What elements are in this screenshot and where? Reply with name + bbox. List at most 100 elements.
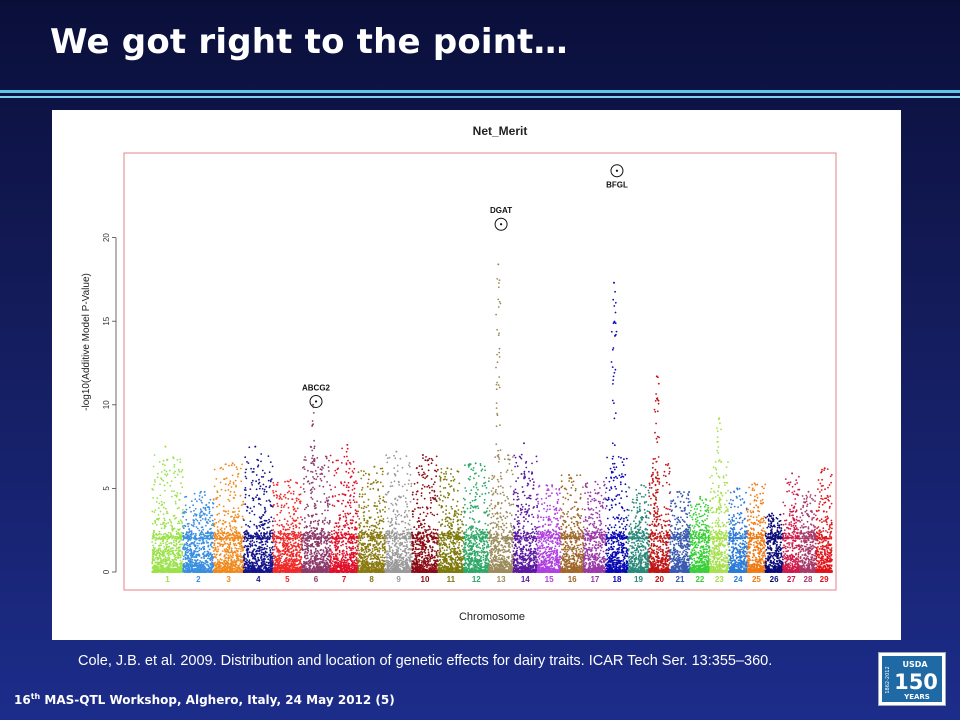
snp-point (208, 548, 211, 551)
snp-point (199, 560, 202, 562)
snp-point (303, 556, 306, 559)
snp-point (199, 539, 201, 542)
snp-point (315, 540, 318, 543)
snp-point (238, 510, 241, 513)
snp-point (261, 469, 264, 472)
snp-point (219, 494, 222, 497)
snp-point (201, 539, 204, 541)
snp-point (277, 537, 280, 540)
snp-point (216, 490, 219, 493)
snp-point (325, 551, 328, 553)
snp-point (325, 559, 327, 562)
snp-point (304, 548, 307, 551)
snp-point (165, 562, 167, 564)
snp-point (190, 500, 193, 502)
snp-point (198, 495, 201, 497)
snp-point (268, 518, 270, 521)
snp-point (294, 501, 296, 504)
snp-point (168, 537, 170, 540)
snp-point (273, 548, 275, 551)
snp-point (265, 554, 267, 557)
snp-point (292, 550, 295, 552)
snp-point (199, 567, 202, 569)
snp-point (272, 536, 274, 538)
snp-point (246, 506, 249, 508)
snp-point (280, 566, 283, 569)
snp-point (164, 559, 167, 561)
snp-point (284, 528, 287, 531)
snp-point (245, 468, 248, 471)
manhattan-plot-panel: Net_Merit 0 5 10 15 20 -log10(Additive Model… (52, 110, 901, 640)
snp-point (233, 531, 236, 533)
snp-point (203, 513, 206, 516)
snp-point (220, 466, 223, 469)
snp-point (159, 564, 162, 567)
snp-point (166, 570, 169, 573)
snp-point (193, 492, 196, 495)
snp-point (231, 560, 233, 563)
snp-point (320, 571, 323, 573)
snp-point (175, 564, 177, 567)
snp-point (295, 555, 297, 557)
snp-point (207, 557, 209, 560)
snp-point (154, 481, 156, 483)
snp-point (234, 563, 237, 566)
snp-point (293, 513, 296, 515)
snp-point (248, 560, 250, 563)
snp-point (291, 532, 294, 535)
snp-point (163, 548, 166, 551)
snp-point (166, 552, 169, 555)
snp-point (260, 453, 263, 455)
snp-point (293, 520, 296, 522)
snp-point (158, 517, 161, 520)
snp-point (323, 531, 325, 533)
snp-point (300, 516, 302, 518)
snp-point (215, 478, 218, 480)
snp-point (229, 490, 232, 493)
snp-point (298, 551, 300, 553)
snp-point (175, 537, 177, 540)
snp-point (263, 571, 265, 573)
snp-point (173, 558, 176, 561)
snp-point (175, 530, 178, 533)
snp-point (209, 498, 212, 501)
snp-point (168, 556, 171, 559)
snp-point (165, 560, 168, 563)
snp-point (297, 543, 300, 546)
snp-point (248, 494, 251, 497)
snp-point (180, 482, 182, 485)
snp-point (231, 520, 234, 523)
snp-point (167, 564, 170, 566)
snp-point (294, 566, 296, 569)
snp-point (289, 547, 292, 550)
snp-point (270, 505, 273, 508)
snp-point (164, 568, 167, 571)
snp-point (163, 535, 166, 538)
snp-point (222, 523, 225, 525)
snp-point (225, 526, 228, 528)
snp-point (183, 555, 185, 558)
snp-point (203, 567, 206, 570)
snp-point (218, 534, 220, 537)
chromosome-2-points (182, 490, 215, 573)
snp-point (231, 539, 234, 542)
snp-point (326, 566, 329, 569)
snp-point (254, 569, 257, 572)
snp-point (260, 559, 263, 561)
snp-point (164, 473, 166, 476)
snp-point (183, 548, 186, 551)
snp-point (322, 556, 325, 558)
snp-point (181, 486, 184, 489)
snp-point (277, 559, 280, 561)
snp-point (213, 468, 216, 471)
snp-point (252, 566, 255, 569)
snp-point (297, 563, 300, 565)
snp-point (198, 555, 201, 557)
snp-point (205, 504, 208, 507)
snp-point (203, 491, 206, 493)
snp-point (287, 480, 290, 483)
snp-point (154, 550, 157, 553)
snp-point (229, 541, 232, 544)
snp-point (151, 488, 154, 490)
snp-point (253, 532, 256, 535)
